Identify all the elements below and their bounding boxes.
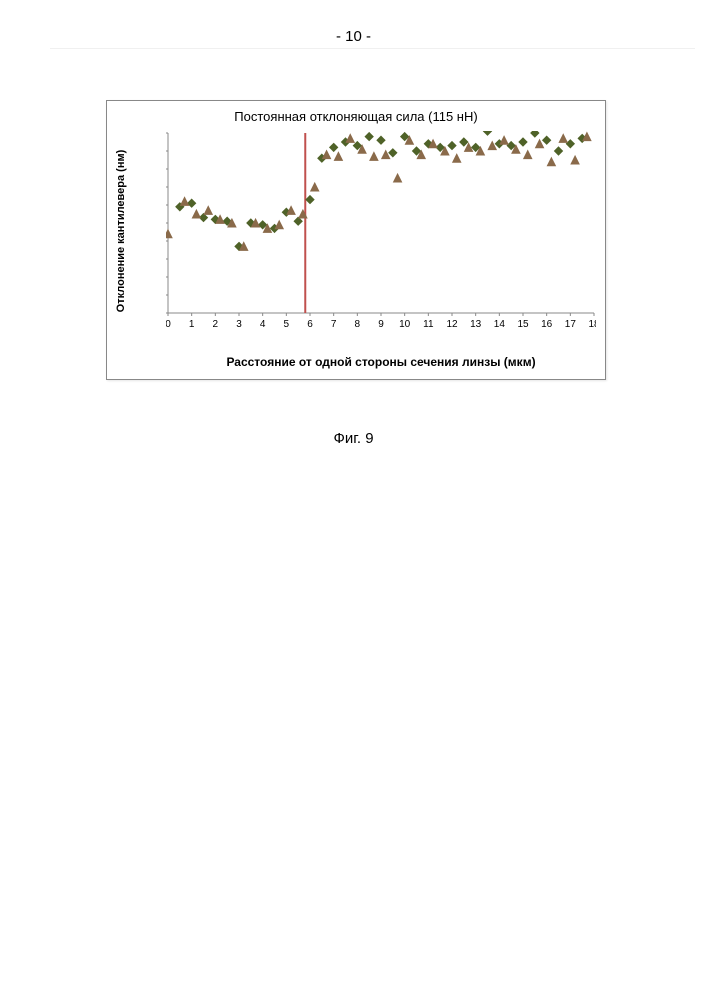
data-point-triangle	[547, 158, 555, 166]
x-axis-label: Расстояние от одной стороны сечения линз…	[166, 355, 596, 369]
y-axis-label: Отклонение кантилевера (нм)	[115, 131, 135, 331]
svg-text:2: 2	[213, 319, 219, 330]
data-point-diamond	[330, 143, 338, 151]
data-point-triangle	[370, 152, 378, 160]
svg-text:0: 0	[166, 319, 171, 330]
data-point-triangle	[204, 206, 212, 214]
data-point-diamond	[306, 196, 314, 204]
data-point-diamond	[377, 136, 385, 144]
svg-text:6: 6	[307, 319, 313, 330]
data-point-diamond	[188, 199, 196, 207]
svg-text:10: 10	[399, 319, 411, 330]
data-point-triangle	[192, 210, 200, 218]
svg-text:16: 16	[541, 319, 553, 330]
data-point-diamond	[519, 138, 527, 146]
page: - 10 - Постоянная отклоняющая сила (115 …	[0, 0, 707, 1000]
svg-text:8: 8	[355, 319, 361, 330]
svg-text:18: 18	[588, 319, 596, 330]
data-point-triangle	[346, 134, 354, 142]
data-point-triangle	[524, 151, 532, 159]
data-point-triangle	[394, 174, 402, 182]
svg-text:9: 9	[378, 319, 384, 330]
data-point-triangle	[181, 197, 189, 205]
data-point-diamond	[566, 140, 574, 148]
data-point-triangle	[571, 156, 579, 164]
figure-caption: Фиг. 9	[0, 430, 707, 447]
svg-text:13: 13	[470, 319, 482, 330]
data-point-triangle	[453, 154, 461, 162]
data-point-diamond	[365, 133, 373, 141]
data-point-diamond	[531, 131, 539, 137]
chart-title: Постоянная отклоняющая сила (115 нН)	[107, 109, 605, 124]
plot-area: 0102030405060708090100012345678910111213…	[166, 131, 596, 331]
svg-text:7: 7	[331, 319, 337, 330]
page-number: - 10 -	[0, 28, 707, 45]
svg-text:15: 15	[517, 319, 529, 330]
svg-text:5: 5	[284, 319, 290, 330]
data-point-triangle	[275, 221, 283, 229]
data-point-diamond	[460, 138, 468, 146]
svg-text:14: 14	[494, 319, 506, 330]
svg-text:17: 17	[565, 319, 577, 330]
data-point-triangle	[559, 134, 567, 142]
svg-text:3: 3	[236, 319, 242, 330]
data-point-diamond	[484, 131, 492, 135]
chart-frame: Постоянная отклоняющая сила (115 нН) Отк…	[106, 100, 606, 380]
svg-text:4: 4	[260, 319, 266, 330]
data-point-triangle	[311, 183, 319, 191]
svg-text:12: 12	[446, 319, 458, 330]
data-point-triangle	[166, 230, 172, 238]
data-point-triangle	[488, 142, 496, 150]
data-point-diamond	[543, 136, 551, 144]
data-point-triangle	[334, 152, 342, 160]
data-point-diamond	[448, 142, 456, 150]
data-point-diamond	[389, 149, 397, 157]
svg-text:11: 11	[423, 319, 434, 330]
data-point-triangle	[500, 136, 508, 144]
data-point-diamond	[555, 147, 563, 155]
data-point-triangle	[536, 140, 544, 148]
svg-text:1: 1	[189, 319, 195, 330]
data-point-triangle	[382, 151, 390, 159]
data-point-triangle	[323, 151, 331, 159]
